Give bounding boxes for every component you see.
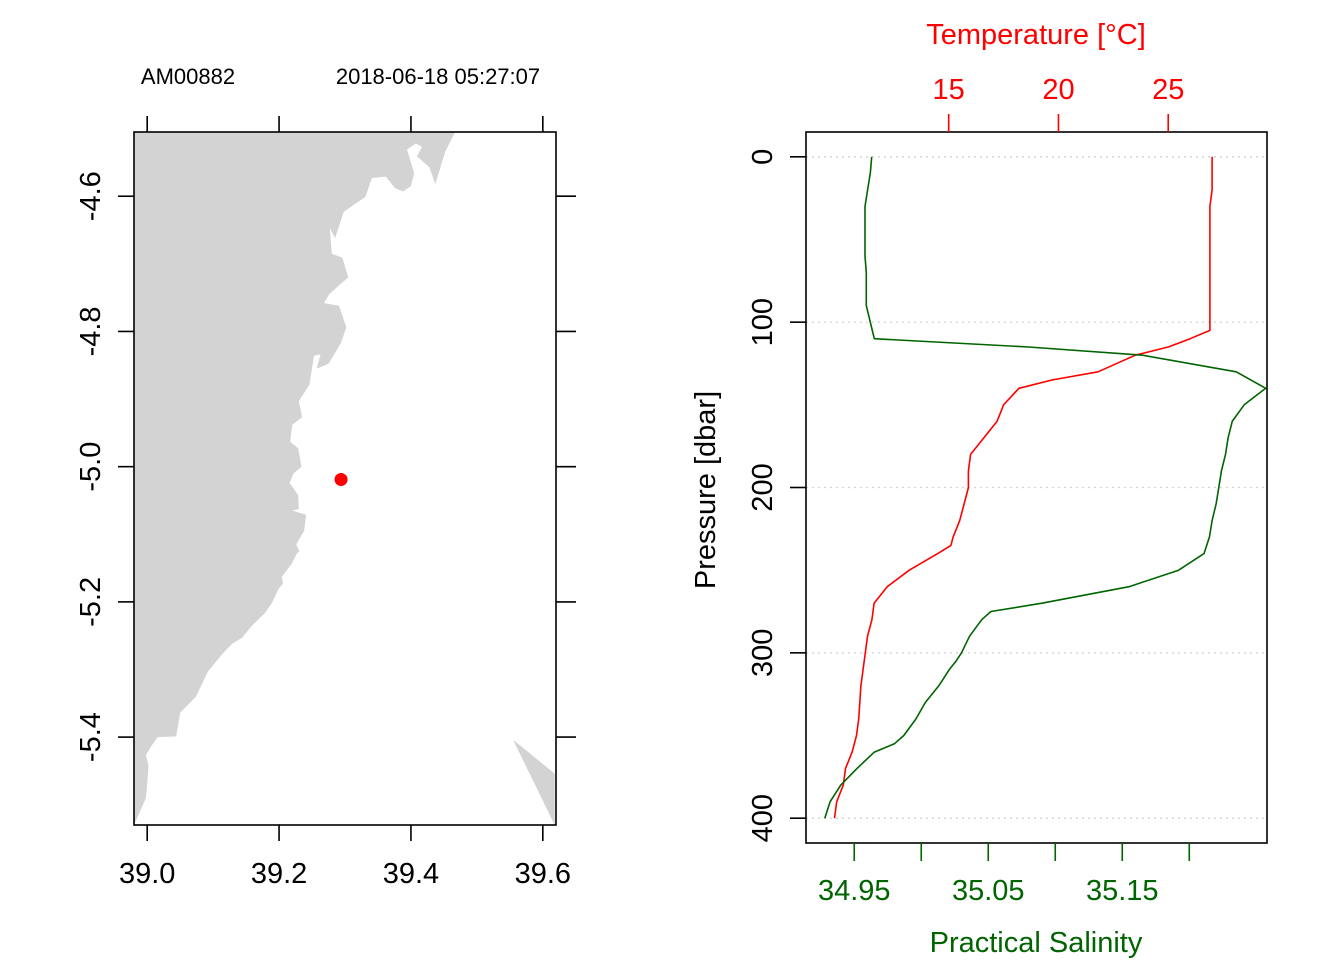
pressure-tick-label: 400 bbox=[747, 794, 779, 842]
map-y-tick-label: -4.6 bbox=[75, 171, 107, 221]
salinity-tick-label: 35.05 bbox=[952, 875, 1025, 907]
pressure-tick-label: 300 bbox=[747, 629, 779, 677]
land-mass bbox=[134, 132, 555, 825]
map-top-right-ticks bbox=[146, 116, 576, 738]
salinity-axis: 34.95 35.05 35.15 bbox=[818, 843, 1191, 907]
coastline-southeast bbox=[513, 739, 555, 825]
pressure-axis-label: Pressure [dbar] bbox=[690, 391, 722, 589]
map-x-tick-label: 39.4 bbox=[383, 858, 439, 890]
coastline-mainland bbox=[134, 132, 456, 825]
map-x-tick-label: 39.2 bbox=[251, 858, 307, 890]
map-x-axis: 39.0 39.2 39.4 39.6 bbox=[119, 825, 571, 890]
temperature-line bbox=[833, 156, 1213, 819]
station-marker bbox=[334, 473, 348, 487]
map-y-axis: -4.6 -4.8 -5.0 -5.2 -5.4 bbox=[75, 171, 134, 762]
temperature-axis-label: Temperature [°C] bbox=[926, 19, 1146, 51]
map-x-tick-label: 39.6 bbox=[515, 858, 571, 890]
map-y-tick-label: -4.8 bbox=[75, 306, 107, 356]
station-datetime: 2018-06-18 05:27:07 bbox=[336, 64, 540, 89]
salinity-tick-label: 34.95 bbox=[818, 875, 891, 907]
map-x-tick-label: 39.0 bbox=[119, 858, 175, 890]
map-panel: 39.0 39.2 39.4 39.6 -4.6 -4.8 -5.0 -5.2 -5.4 AM… bbox=[75, 64, 576, 890]
temperature-axis: 15 20 25 bbox=[933, 74, 1184, 132]
map-y-tick-label: -5.2 bbox=[75, 577, 107, 627]
salinity-tick-label: 35.15 bbox=[1086, 875, 1159, 907]
salinity-line bbox=[824, 156, 1267, 819]
temperature-tick-label: 20 bbox=[1042, 74, 1074, 106]
map-y-tick-label: -5.4 bbox=[75, 712, 107, 762]
salinity-axis-label: Practical Salinity bbox=[930, 927, 1143, 959]
pressure-tick-label: 100 bbox=[747, 298, 779, 346]
profile-lines bbox=[824, 156, 1267, 819]
pressure-axis: 0 100 200 300 400 bbox=[747, 149, 806, 842]
pressure-gridlines bbox=[806, 156, 1267, 819]
profile-panel: 0 100 200 300 400 15 20 25 34.95 35.05 35.15 Tem… bbox=[690, 19, 1268, 959]
pressure-tick-label: 0 bbox=[747, 149, 779, 165]
temperature-tick-label: 15 bbox=[933, 74, 965, 106]
map-frame bbox=[133, 131, 557, 826]
map-y-tick-label: -5.0 bbox=[75, 442, 107, 492]
station-id: AM00882 bbox=[141, 64, 235, 89]
pressure-tick-label: 200 bbox=[747, 463, 779, 511]
temperature-tick-label: 25 bbox=[1152, 74, 1184, 106]
